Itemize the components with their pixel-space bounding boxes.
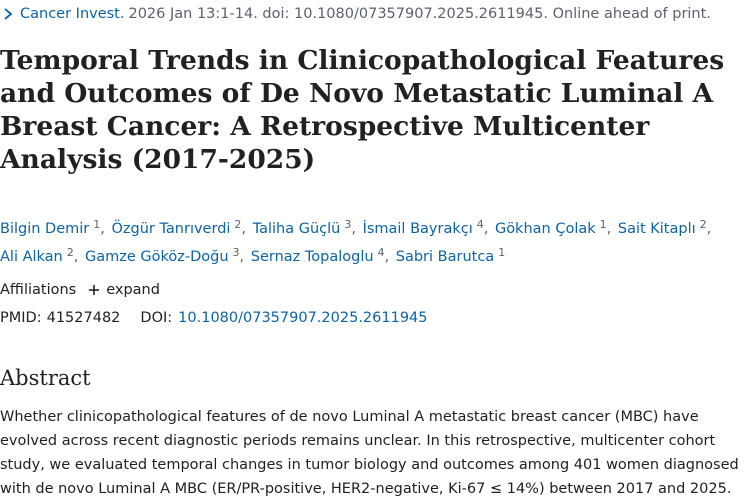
author-item: Ali Alkan 2, [0,246,79,265]
identifiers-row: PMID: 41527482 DOI: 10.1080/07357907.202… [0,308,428,328]
author-link[interactable]: İsmail Bayrakçı [362,221,473,237]
author-link[interactable]: Sernaz Topaloglu [250,249,374,265]
author-item: Sait Kitaplı 2, [617,218,712,237]
plus-icon [89,285,100,295]
pmid-value: 41527482 [46,310,121,326]
expand-label: expand [106,282,160,298]
affiliations-row: Affiliations expand [0,280,160,300]
doi-link[interactable]: 10.1080/07357907.2025.2611945 [178,310,428,326]
affiliation-number[interactable]: 2 [66,246,74,259]
citation-details: 2026 Jan 13:1-14. doi: 10.1080/07357907.… [128,6,711,22]
author-item: Sabri Barutca 1 [395,246,506,265]
author-link[interactable]: Ali Alkan [0,249,63,265]
author-link[interactable]: Gökhan Çolak [494,221,596,237]
author-item: Bilgin Demir 1, [0,218,105,237]
authors-list: Bilgin Demir 1, Özgür Tanrıverdi 2, Taliha… [0,213,748,269]
author-link[interactable]: Sabri Barutca [395,249,495,265]
author-item: Gamze Gököz-Doğu 3, [84,246,245,265]
affiliation-number[interactable]: 3 [232,246,240,259]
article-title: Temporal Trends in Clinicopathological F… [0,45,725,175]
affiliation-number[interactable]: 1 [498,246,506,259]
affiliation-number[interactable]: 3 [344,218,352,231]
abstract-heading: Abstract [0,366,91,390]
journal-link[interactable]: Cancer Invest. [20,6,125,22]
doi-label: DOI: [140,310,173,326]
pmid-label: PMID: [0,310,42,326]
author-item: Gökhan Çolak 1, [494,218,612,237]
affiliation-number[interactable]: 1 [93,218,101,231]
author-link[interactable]: Sait Kitaplı [617,221,696,237]
affiliation-number[interactable]: 4 [476,218,484,231]
author-link[interactable]: Özgür Tanrıverdi [111,221,231,237]
affiliation-number[interactable]: 2 [699,218,707,231]
author-item: İsmail Bayrakçı 4, [362,218,489,237]
citation-line: Cancer Invest. 2026 Jan 13:1-14. doi: 10… [0,4,711,24]
affiliation-number[interactable]: 2 [234,218,242,231]
affiliation-number[interactable]: 1 [599,218,607,231]
affiliation-number[interactable]: 4 [377,246,385,259]
chevron-right-icon[interactable] [2,7,14,21]
abstract-text: Whether clinicopathological features of … [0,409,739,497]
expand-affiliations-button[interactable]: expand [88,282,160,298]
author-item: Sernaz Topaloglu 4, [250,246,390,265]
author-link[interactable]: Gamze Gököz-Doğu [84,249,229,265]
author-link[interactable]: Bilgin Demir [0,221,90,237]
affiliations-label: Affiliations [0,282,77,298]
author-item: Özgür Tanrıverdi 2, [111,218,247,237]
author-item: Taliha Güçlü 3, [252,218,356,237]
author-link[interactable]: Taliha Güçlü [252,221,341,237]
